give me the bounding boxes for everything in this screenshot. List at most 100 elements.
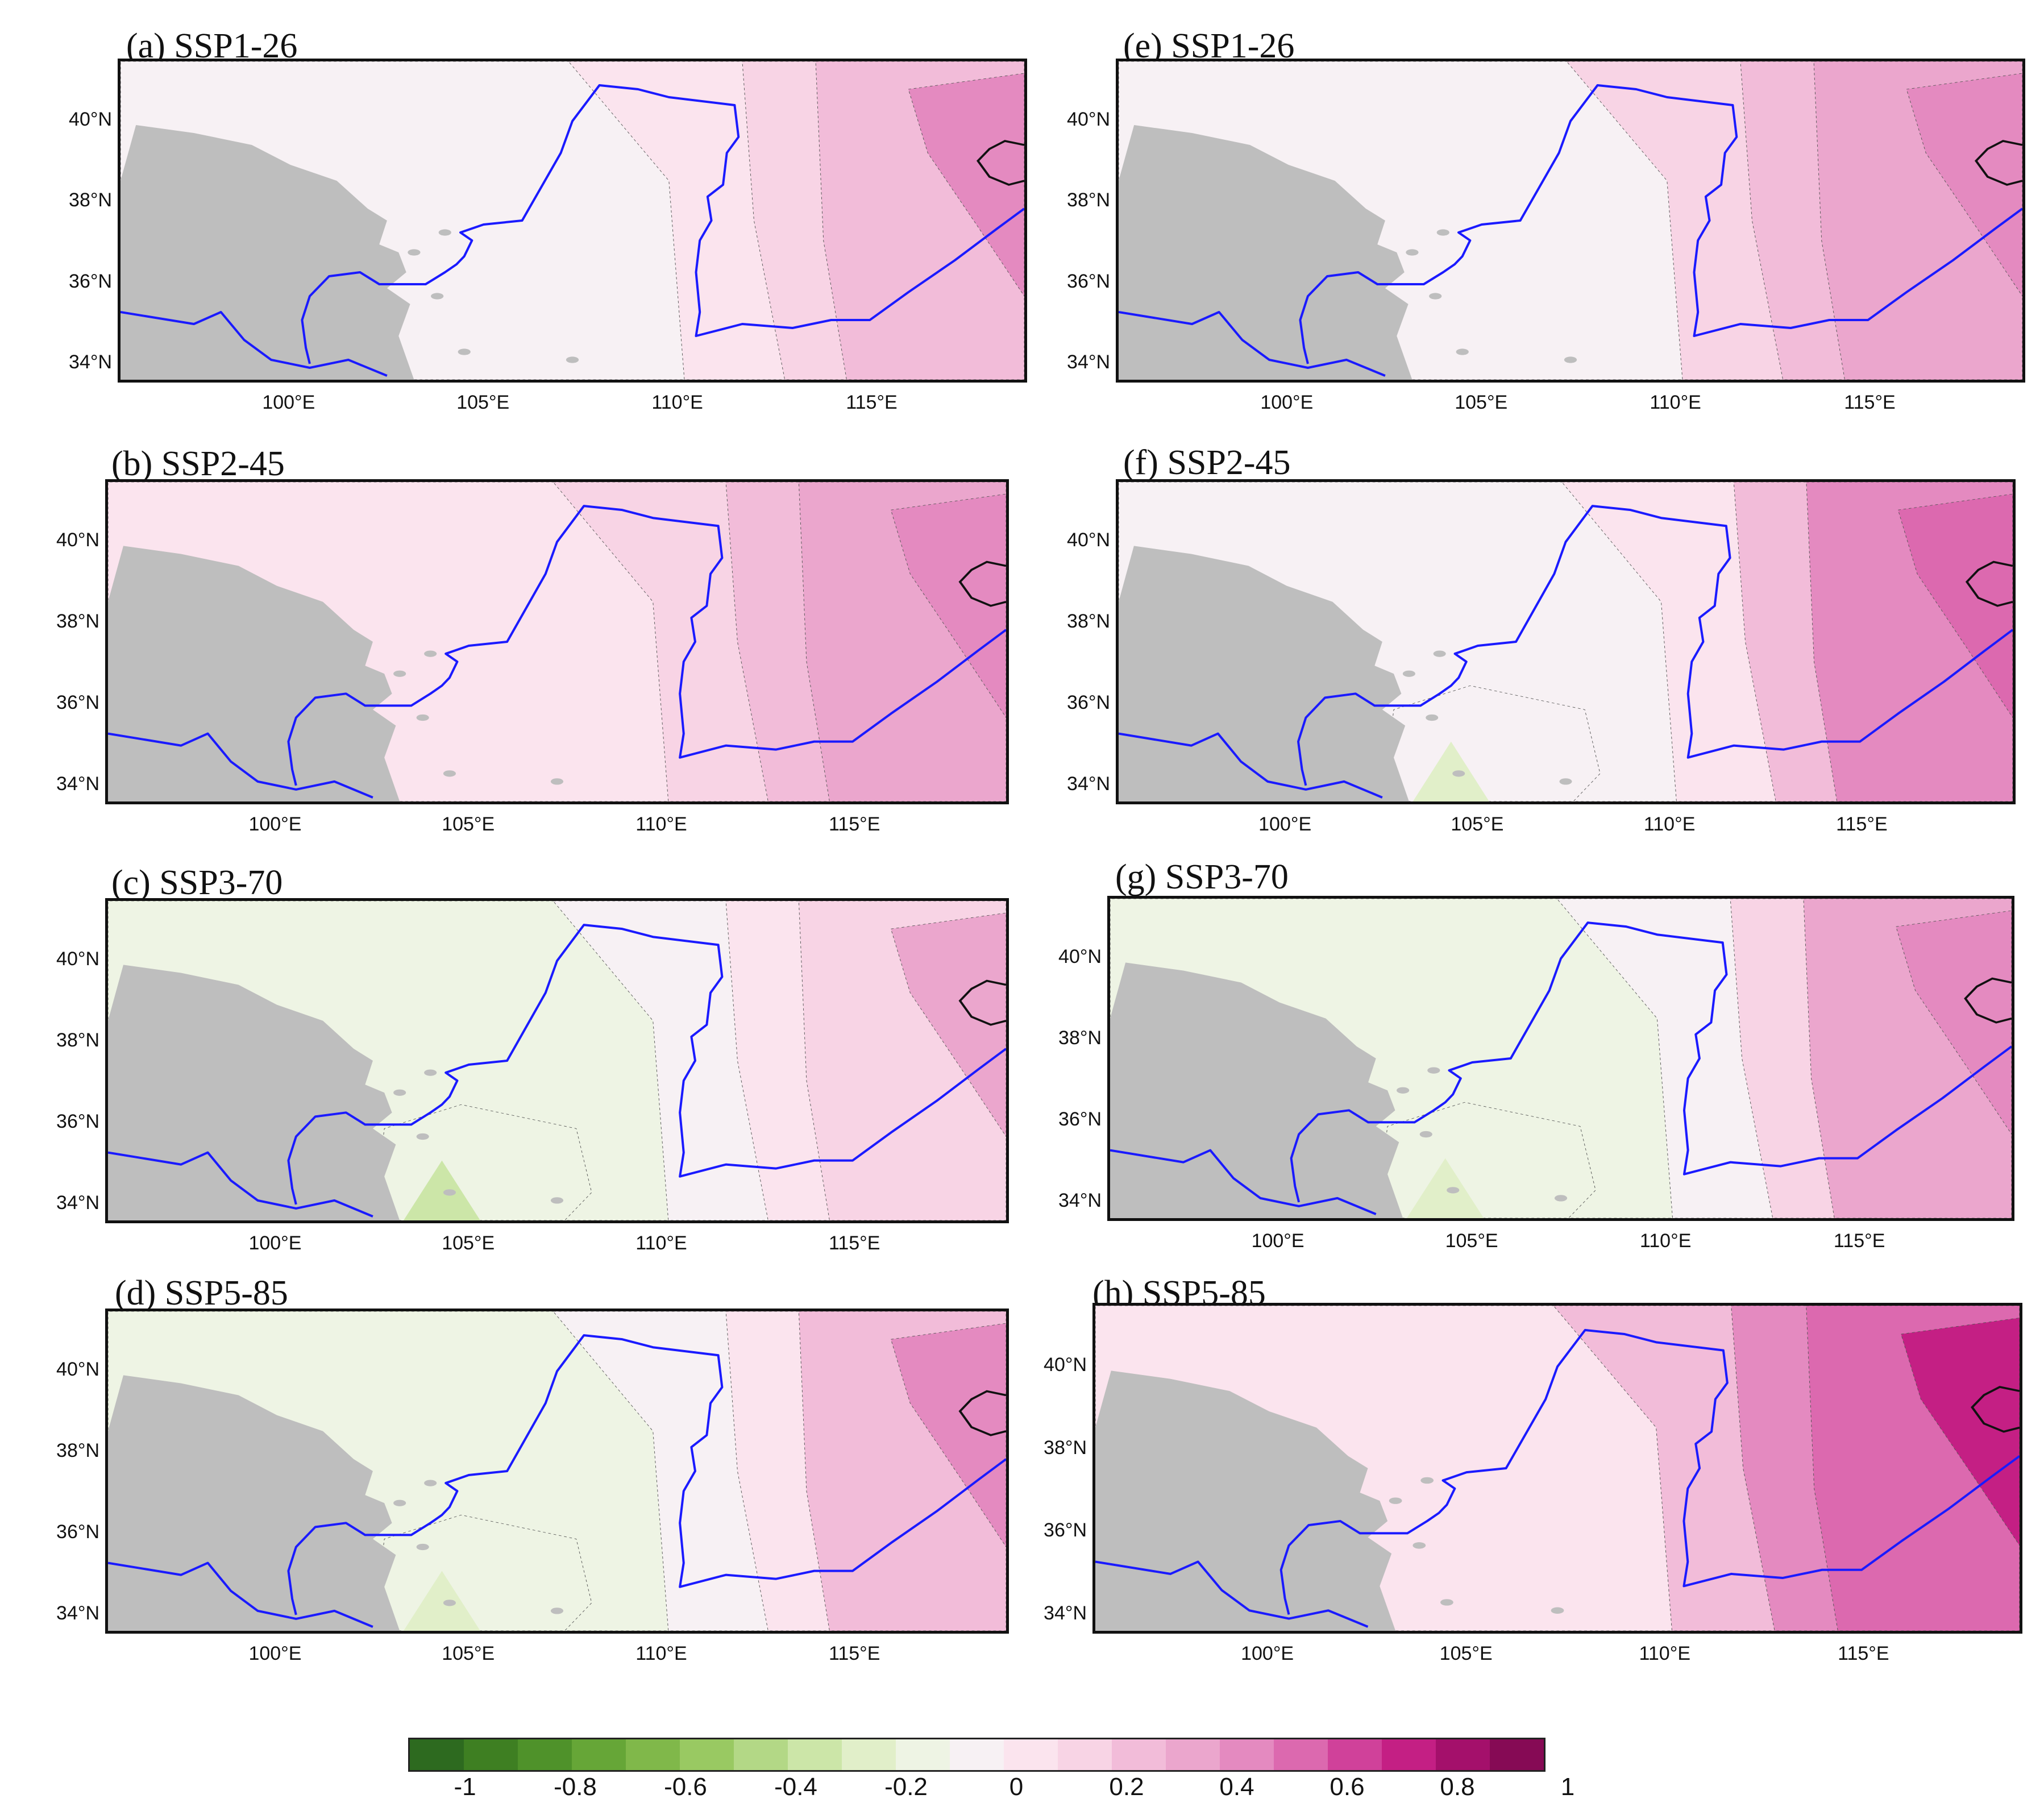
lon-tick-label: 105°E xyxy=(1455,392,1508,413)
map-svg xyxy=(108,1311,1006,1631)
terrain-dot xyxy=(1452,770,1465,777)
lat-tick-label: 40°N xyxy=(1044,1354,1087,1376)
lat-tick-label: 38°N xyxy=(56,1029,99,1052)
terrain-dot xyxy=(550,778,564,785)
yellow-river-basin-boundary xyxy=(1291,923,2012,1202)
terrain-dot xyxy=(443,1600,456,1606)
lon-tick-label: 105°E xyxy=(442,813,495,835)
contour-band xyxy=(1897,493,2013,718)
terrain-dot xyxy=(1426,714,1439,721)
panel-title: (e) SSP1-26 xyxy=(1123,27,1295,65)
lon-tick-label: 110°E xyxy=(635,813,687,835)
colorbar-cell xyxy=(572,1739,626,1770)
terrain-dot xyxy=(416,714,429,721)
colorbar-tick-label: -1 xyxy=(454,1773,476,1801)
blue-river-line xyxy=(1119,312,1385,376)
lat-tick-label: 36°N xyxy=(1044,1519,1087,1542)
terrain-mask xyxy=(1119,546,1409,801)
lon-tick-label: 100°E xyxy=(248,813,302,835)
lon-tick-label: 115°E xyxy=(828,1232,880,1254)
colorbar-cell xyxy=(896,1739,950,1770)
lat-tick-label: 34°N xyxy=(69,351,112,373)
lon-tick-label: 110°E xyxy=(635,1232,687,1254)
panel-title: (d) SSP5-85 xyxy=(115,1274,288,1312)
colorbar-cell xyxy=(1436,1739,1490,1770)
terrain-dot xyxy=(458,348,471,355)
lon-tick-label: 100°E xyxy=(1251,1230,1304,1252)
lon-tick-label: 100°E xyxy=(1258,813,1312,835)
terrain-dot xyxy=(393,670,406,677)
terrain-dot xyxy=(1419,1131,1432,1138)
map-frame xyxy=(1107,896,2014,1221)
terrain-mask xyxy=(1095,1370,1396,1631)
lon-tick-label: 115°E xyxy=(846,392,898,413)
yellow-river-basin-boundary xyxy=(1298,506,2013,786)
lat-tick-label: 40°N xyxy=(69,108,112,130)
terrain-dot xyxy=(1440,1599,1453,1606)
lon-tick-label: 110°E xyxy=(1650,392,1701,413)
lon-tick-label: 115°E xyxy=(1836,813,1888,835)
terrain-dot xyxy=(1456,348,1469,355)
lat-tick-label: 34°N xyxy=(56,1192,99,1214)
map-frame xyxy=(1116,479,2016,804)
contour-band xyxy=(1900,1318,2020,1546)
contour-band xyxy=(890,912,1006,1137)
coastline xyxy=(1974,140,2022,186)
contour-band-negative-core xyxy=(403,1160,480,1220)
map-frame xyxy=(105,479,1009,804)
terrain-dot xyxy=(1436,229,1449,236)
lat-tick-label: 34°N xyxy=(1058,1190,1102,1212)
lon-tick-label: 105°E xyxy=(456,392,510,413)
lat-tick-label: 36°N xyxy=(56,692,99,714)
coastline xyxy=(958,979,1006,1026)
map-frame xyxy=(118,59,1027,383)
colorbar-cell xyxy=(842,1739,896,1770)
terrain-dot xyxy=(443,770,456,777)
lon-tick-label: 105°E xyxy=(1439,1643,1493,1664)
lat-tick-label: 36°N xyxy=(69,270,112,292)
terrain-mask xyxy=(1110,962,1403,1218)
terrain-dot xyxy=(550,1608,564,1614)
terrain-dot xyxy=(1551,1607,1564,1614)
colorbar-cell xyxy=(410,1739,464,1770)
terrain-dot xyxy=(408,249,421,256)
terrain-mask xyxy=(108,1375,400,1631)
lon-tick-label: 110°E xyxy=(651,392,703,413)
lat-tick-label: 36°N xyxy=(1067,270,1110,292)
contour-band xyxy=(890,1323,1006,1548)
colorbar-cell xyxy=(1490,1739,1544,1770)
coastline xyxy=(1971,1386,2020,1433)
terrain-dot xyxy=(1554,1195,1568,1202)
lat-tick-label: 34°N xyxy=(1044,1602,1087,1624)
lon-tick-label: 105°E xyxy=(1445,1230,1498,1252)
colorbar-tick-label: 0.8 xyxy=(1440,1773,1475,1801)
colorbar-tick-label: -0.4 xyxy=(774,1773,817,1801)
terrain-dot xyxy=(1420,1477,1434,1484)
lon-tick-label: 100°E xyxy=(248,1643,302,1664)
colorbar-cell xyxy=(1274,1739,1328,1770)
contour-band-negative-core xyxy=(1412,741,1490,801)
blue-river-line xyxy=(1110,1150,1376,1214)
terrain-dot xyxy=(424,1069,437,1076)
lat-tick-label: 40°N xyxy=(56,1359,99,1381)
blue-river-line xyxy=(108,1563,373,1627)
terrain-dot xyxy=(424,650,437,657)
terrain-dot xyxy=(1559,778,1572,785)
lon-tick-label: 100°E xyxy=(248,1232,302,1254)
panel-title: (a) SSP1-26 xyxy=(126,27,298,65)
lat-tick-label: 40°N xyxy=(1067,529,1110,551)
terrain-dot xyxy=(1406,249,1419,256)
terrain-dot xyxy=(431,293,444,300)
contour-band xyxy=(1896,910,2012,1135)
colorbar-tick-label: 1 xyxy=(1560,1773,1575,1801)
colorbar-cell xyxy=(1166,1739,1220,1770)
colorbar-cell xyxy=(680,1739,734,1770)
lon-tick-label: 100°E xyxy=(1260,392,1314,413)
terrain-mask xyxy=(108,546,400,801)
terrain-dot xyxy=(1389,1497,1402,1504)
colorbar-cell xyxy=(1058,1739,1112,1770)
yellow-river-basin-boundary xyxy=(288,925,1006,1204)
coastline xyxy=(1965,560,2013,607)
terrain-dot xyxy=(1564,356,1577,363)
map-svg xyxy=(1110,899,2012,1218)
